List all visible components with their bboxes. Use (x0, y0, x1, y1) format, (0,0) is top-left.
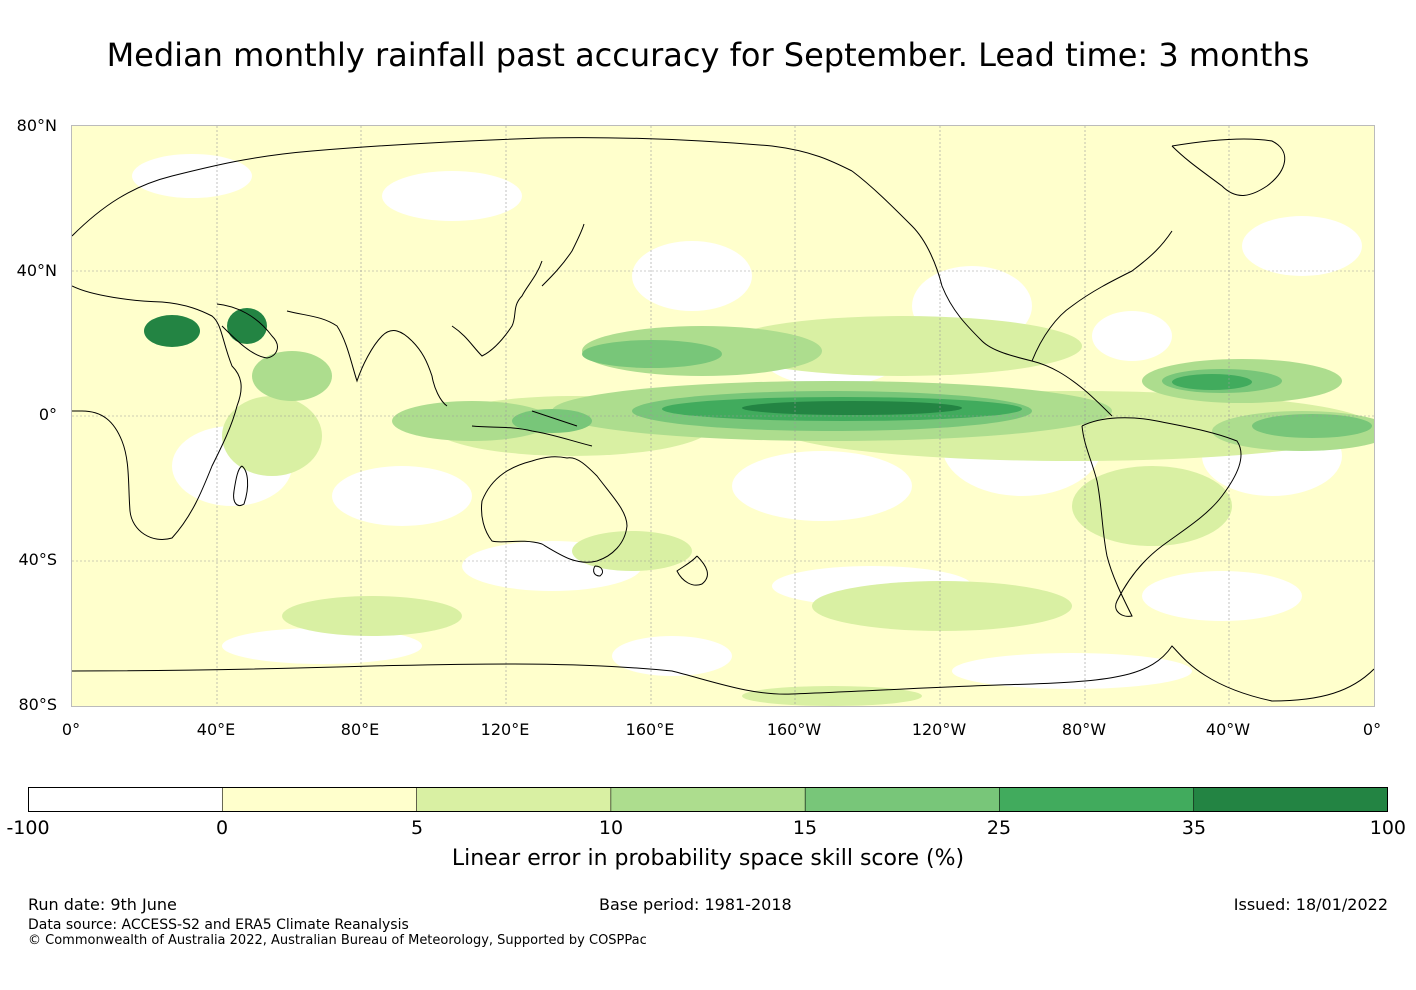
copyright: © Commonwealth of Australia 2022, Austra… (28, 933, 647, 948)
lon-label-160w: 160°W (766, 720, 822, 739)
lon-label-160e: 160°E (625, 720, 675, 739)
lat-label-40n: 40°N (16, 261, 57, 280)
skill-band-35-100 (144, 308, 962, 415)
colorbar-tick-label: 10 (598, 817, 624, 839)
lat-label-80s: 80°S (18, 695, 57, 714)
lat-label-equator: 0° (38, 405, 57, 424)
lon-label-0-left: 0° (61, 720, 81, 739)
lon-label-0-right: 0° (1362, 720, 1382, 739)
graticule (72, 126, 1374, 706)
lon-label-80e: 80°E (340, 720, 380, 739)
run-date: Run date: 9th June (28, 895, 177, 914)
colorbar-segment (610, 787, 806, 812)
colorbar-title: Linear error in probability space skill … (451, 846, 965, 871)
colorbar-tick-label: 25 (986, 817, 1012, 839)
lon-label-40e: 40°E (196, 720, 236, 739)
colorbar-tick-label: 0 (215, 817, 229, 839)
lat-label-40s: 40°S (18, 550, 57, 569)
colorbar-tick-label: 5 (410, 817, 424, 839)
colorbar-tick-label: 35 (1181, 817, 1207, 839)
colorbar-segment (28, 787, 224, 812)
lon-label-120w: 120°W (911, 720, 967, 739)
lat-label-80n: 80°N (16, 116, 57, 135)
lon-label-40w: 40°W (1205, 720, 1251, 739)
colorbar (28, 787, 1388, 812)
map-title: Median monthly rainfall past accuracy fo… (106, 36, 1310, 74)
colorbar-segment (416, 787, 612, 812)
colorbar-segment (804, 787, 1001, 812)
coastlines (72, 137, 1374, 702)
colorbar-segment (221, 787, 418, 812)
colorbar-tick-label: 15 (792, 817, 818, 839)
lon-label-120e: 120°E (480, 720, 530, 739)
colorbar-frame (28, 787, 1388, 812)
base-period: Base period: 1981-2018 (599, 895, 792, 914)
colorbar-tick-label: 100 (1369, 817, 1406, 839)
issued-date: Issued: 18/01/2022 (1233, 895, 1388, 914)
lon-label-80w: 80°W (1061, 720, 1107, 739)
colorbar-segment (1193, 787, 1388, 812)
map-canvas (72, 126, 1374, 706)
colorbar-tick-label: -100 (6, 817, 50, 839)
colorbar-segment (999, 787, 1195, 812)
skill-score-map (71, 125, 1375, 707)
data-source: Data source: ACCESS-S2 and ERA5 Climate … (28, 917, 409, 933)
